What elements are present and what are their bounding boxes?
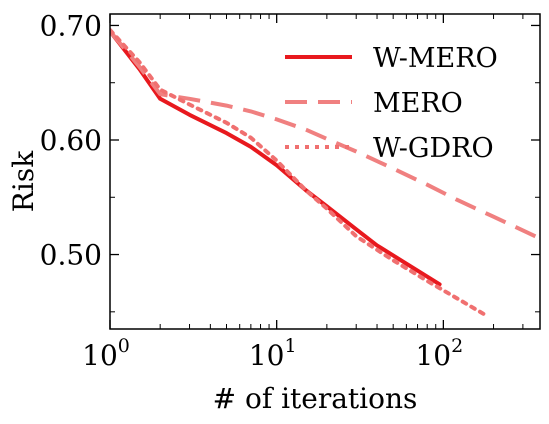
x-tick-label: 102 [415, 335, 463, 372]
y-tick-label: 0.50 [40, 239, 102, 272]
legend-label-mero: MERO [373, 88, 463, 119]
x-axis-label: # of iterations [213, 382, 418, 415]
x-tick-label: 100 [82, 335, 130, 372]
series-line-w-gdro [110, 28, 486, 317]
legend: W-MERO MERO W-GDRO [285, 43, 498, 164]
plot-frame [109, 13, 541, 330]
legend-label-w-mero: W-MERO [373, 43, 498, 74]
series-line-mero [110, 29, 540, 241]
series-line-w-mero [110, 29, 442, 287]
x-tick-label: 101 [249, 335, 297, 372]
legend-label-w-gdro: W-GDRO [373, 133, 494, 164]
plot-lines [110, 28, 540, 317]
y-tick-label: 0.60 [40, 124, 102, 157]
y-axis-label: Risk [7, 150, 40, 212]
y-tick-label: 0.70 [40, 9, 102, 42]
axis-ticks: 100 101 102 0.50 0.60 0.70 [40, 9, 540, 372]
